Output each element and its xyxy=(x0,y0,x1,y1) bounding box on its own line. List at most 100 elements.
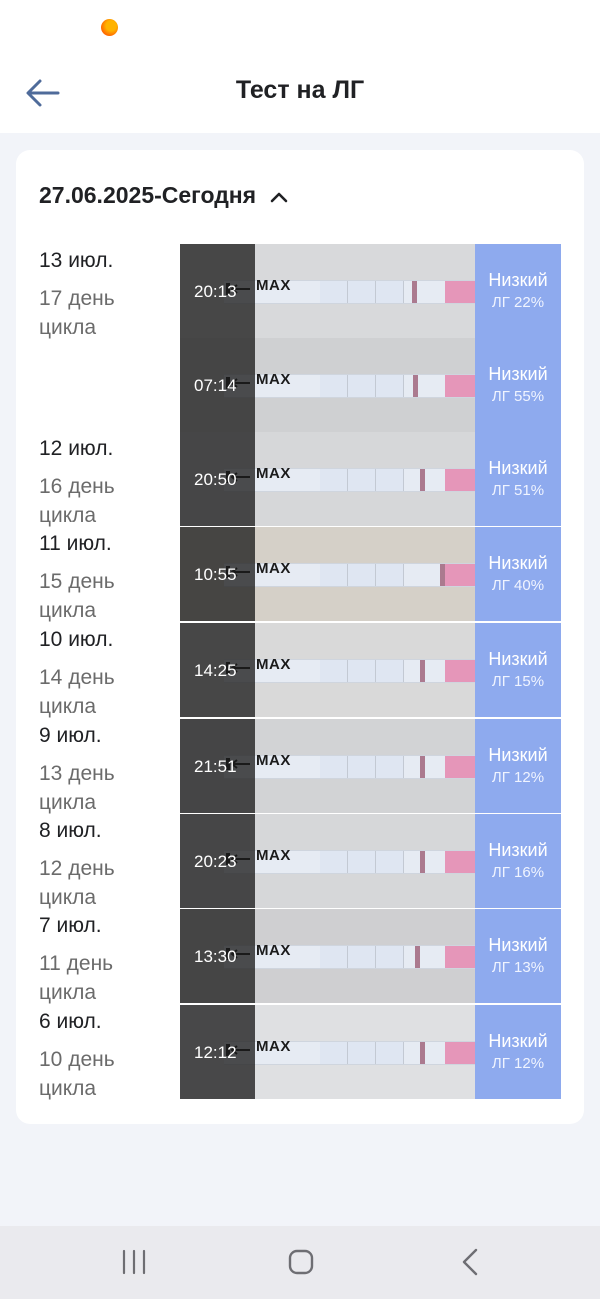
result-level: Низкий xyxy=(488,552,548,573)
test-entry-row[interactable]: 9 июл. 13 день цикла MAX 21:51 Низкий ЛГ 12% xyxy=(16,719,584,814)
test-time: 13:30 xyxy=(194,947,237,966)
strip-end xyxy=(445,564,475,586)
photo-overlay xyxy=(180,527,255,621)
strip-pad xyxy=(376,946,404,968)
strip-pad xyxy=(348,1042,376,1064)
strip-end xyxy=(445,660,475,682)
strip-pad xyxy=(320,564,348,586)
strip-pad xyxy=(320,851,348,873)
result-level: Низкий xyxy=(488,648,548,669)
test-entry-row[interactable]: MAX 07:14 Низкий ЛГ 55% xyxy=(16,338,584,432)
test-strip xyxy=(224,563,475,587)
test-entry-row[interactable]: 6 июл. 10 день цикла MAX 12:12 Низкий ЛГ 12% xyxy=(16,1005,584,1100)
test-strip xyxy=(224,468,475,492)
test-strip-photo[interactable]: MAX 07:14 xyxy=(180,338,475,432)
test-time: 12:12 xyxy=(194,1043,237,1062)
strip-end xyxy=(445,851,475,873)
test-strip xyxy=(224,374,475,398)
test-entry-row[interactable]: 11 июл. 15 день цикла MAX 10:55 Низкий ЛГ 40% xyxy=(16,527,584,622)
day-label: 12 июл. 16 день цикла xyxy=(39,434,139,530)
lh-percentage: ЛГ 12% xyxy=(491,768,545,786)
strip-pad xyxy=(376,851,404,873)
test-entry-row[interactable]: 7 июл. 11 день цикла MAX 13:30 Низкий ЛГ 13% xyxy=(16,909,584,1004)
test-strip-photo[interactable]: MAX 20:50 xyxy=(180,432,475,526)
system-back-button[interactable] xyxy=(448,1244,492,1280)
result-badge[interactable]: Низкий ЛГ 15% xyxy=(475,623,561,717)
result-level: Низкий xyxy=(488,934,548,955)
test-strip xyxy=(224,850,475,874)
result-badge[interactable]: Низкий ЛГ 22% xyxy=(475,244,561,338)
strip-pad xyxy=(320,375,348,397)
photo-overlay xyxy=(180,432,255,526)
home-button[interactable] xyxy=(279,1244,323,1280)
day-label: 8 июл. 12 день цикла xyxy=(39,816,139,912)
lh-percentage: ЛГ 40% xyxy=(491,576,545,594)
test-strip-photo[interactable]: MAX 10:55 xyxy=(180,527,475,621)
test-strip xyxy=(224,945,475,969)
result-badge[interactable]: Низкий ЛГ 55% xyxy=(475,338,561,432)
result-badge[interactable]: Низкий ЛГ 16% xyxy=(475,814,561,908)
test-entry-row[interactable]: 8 июл. 12 день цикла MAX 20:23 Низкий ЛГ 16% xyxy=(16,814,584,909)
test-entry-row[interactable]: 13 июл. 17 день цикла MAX 20:13 Низкий ЛГ 22% xyxy=(16,244,584,339)
test-time: 20:13 xyxy=(194,282,237,301)
test-line xyxy=(440,564,445,586)
page-title: Тест на ЛГ xyxy=(235,76,365,104)
lh-percentage: ЛГ 15% xyxy=(491,672,545,690)
strip-pad xyxy=(320,946,348,968)
test-time: 10:55 xyxy=(194,565,237,584)
entry-date: 7 июл. xyxy=(39,914,102,937)
result-badge[interactable]: Низкий ЛГ 40% xyxy=(475,527,561,621)
test-strip-photo[interactable]: MAX 13:30 xyxy=(180,909,475,1003)
notification-dot-icon xyxy=(101,19,118,36)
result-badge[interactable]: Низкий ЛГ 12% xyxy=(475,719,561,813)
strip-pad xyxy=(376,756,404,778)
lh-percentage: ЛГ 55% xyxy=(491,387,545,405)
max-label: MAX xyxy=(256,465,291,482)
date-range-toggle[interactable]: 27.06.2025-Сегодня xyxy=(39,182,288,209)
recent-apps-button[interactable] xyxy=(112,1244,156,1280)
result-badge[interactable]: Низкий ЛГ 51% xyxy=(475,432,561,526)
cycle-day: 15 день цикла xyxy=(39,570,115,622)
lh-test-history-card: 27.06.2025-Сегодня 13 июл. 17 день цикла M… xyxy=(16,150,584,1124)
test-time: 07:14 xyxy=(194,376,237,395)
strip-end xyxy=(445,756,475,778)
test-strip-photo[interactable]: MAX 14:25 xyxy=(180,623,475,717)
day-label: 9 июл. 13 день цикла xyxy=(39,721,139,817)
strip-pad xyxy=(348,375,376,397)
entry-date: 8 июл. xyxy=(39,819,102,842)
result-badge[interactable]: Низкий ЛГ 13% xyxy=(475,909,561,1003)
test-entry-row[interactable]: 10 июл. 14 день цикла MAX 14:25 Низкий ЛГ 15% xyxy=(16,623,584,718)
max-label: MAX xyxy=(256,560,291,577)
photo-overlay xyxy=(180,1005,255,1099)
test-strip-photo[interactable]: MAX 12:12 xyxy=(180,1005,475,1099)
test-strip xyxy=(224,755,475,779)
test-strip-photo[interactable]: MAX 20:13 xyxy=(180,244,475,338)
max-label: MAX xyxy=(256,752,291,769)
cycle-day: 10 день цикла xyxy=(39,1048,115,1100)
test-strip xyxy=(224,659,475,683)
strip-pad xyxy=(376,1042,404,1064)
strip-end xyxy=(445,1042,475,1064)
photo-overlay xyxy=(180,719,255,813)
test-strip-photo[interactable]: MAX 20:23 xyxy=(180,814,475,908)
back-button[interactable] xyxy=(20,70,66,116)
strip-end xyxy=(445,375,475,397)
test-strip-photo[interactable]: MAX 21:51 xyxy=(180,719,475,813)
result-level: Низкий xyxy=(488,1030,548,1051)
entry-date: 13 июл. xyxy=(39,249,114,272)
photo-overlay xyxy=(180,623,255,717)
arrow-left-icon xyxy=(26,79,60,107)
strip-pad xyxy=(376,469,404,491)
entry-date: 10 июл. xyxy=(39,628,114,651)
strip-end xyxy=(445,946,475,968)
lh-percentage: ЛГ 51% xyxy=(491,481,545,499)
result-level: Низкий xyxy=(488,363,548,384)
app-bar: Тест на ЛГ xyxy=(0,60,600,133)
test-entry-row[interactable]: 12 июл. 16 день цикла MAX 20:50 Низкий ЛГ 51% xyxy=(16,432,584,527)
result-badge[interactable]: Низкий ЛГ 12% xyxy=(475,1005,561,1099)
recent-apps-icon xyxy=(122,1249,146,1275)
test-line xyxy=(415,946,420,968)
cycle-day: 11 день цикла xyxy=(39,952,114,1004)
strip-pad xyxy=(320,469,348,491)
test-time: 20:23 xyxy=(194,852,237,871)
